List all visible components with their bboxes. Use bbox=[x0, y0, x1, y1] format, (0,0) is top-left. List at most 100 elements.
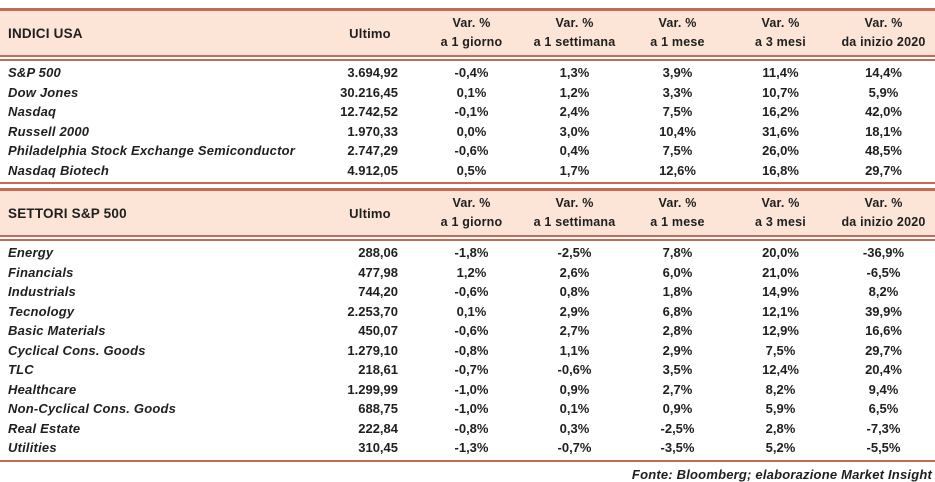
var-value: 20,0% bbox=[762, 245, 799, 260]
var-value: 0,3% bbox=[559, 420, 590, 436]
var-value: -5,5% bbox=[866, 440, 901, 455]
table-row: Dow Jones 30.216,45 0,1% 1,2% 3,3% 10,7% 5,9% bbox=[0, 83, 935, 103]
column-header-var-1-giorno: Var. % a 1 giorno bbox=[420, 14, 523, 53]
table-row: Nasdaq 12.742,52 -0,1% 2,4% 7,5% 16,2% 42,0% bbox=[0, 102, 935, 122]
ultimo-value: 1.299,99 bbox=[347, 381, 398, 397]
var-value: -0,8% bbox=[454, 342, 489, 358]
var-value: 2,7% bbox=[559, 323, 590, 338]
var-value: 8,2% bbox=[868, 284, 899, 299]
var-value: 0,8% bbox=[559, 284, 590, 299]
var-value: 7,5% bbox=[765, 342, 796, 358]
var-value: 26,0% bbox=[762, 143, 799, 158]
table-row: Healthcare 1.299,99 -1,0% 0,9% 2,7% 8,2% 9,4% bbox=[0, 380, 935, 400]
table-row: TLC 218,61 -0,7% -0,6% 3,5% 12,4% 20,4% bbox=[0, 360, 935, 380]
settori-sp500-header-row: SETTORI S&P 500 Ultimo Var. % a 1 giorno… bbox=[0, 188, 935, 237]
table-row: Energy 288,06 -1,8% -2,5% 7,8% 20,0% -36,9% bbox=[0, 243, 935, 263]
var-value: 16,2% bbox=[762, 104, 799, 119]
var-value: 0,1% bbox=[559, 401, 590, 416]
column-header-ultimo: Ultimo bbox=[349, 205, 391, 221]
column-header-ultimo: Ultimo bbox=[349, 25, 391, 41]
var-header-line1: Var. % bbox=[452, 195, 491, 210]
table-row: Basic Materials 450,07 -0,6% 2,7% 2,8% 12,9% 1… bbox=[0, 321, 935, 341]
column-header-var-3-mesi: Var. % a 3 mesi bbox=[729, 194, 832, 233]
column-header-var-1-mese: Var. % a 1 mese bbox=[626, 194, 729, 233]
var-value: 0,9% bbox=[559, 381, 590, 397]
row-label: S&P 500 bbox=[8, 65, 61, 80]
var-value: 3,9% bbox=[662, 65, 693, 80]
row-label: Tecnology bbox=[8, 303, 75, 319]
var-value: -1,0% bbox=[454, 401, 489, 416]
var-value: 1,2% bbox=[559, 84, 590, 100]
var-header-line1: Var. % bbox=[658, 195, 697, 210]
var-value: 16,8% bbox=[762, 162, 799, 178]
var-value: -0,7% bbox=[454, 362, 489, 377]
var-value: 14,9% bbox=[762, 284, 799, 299]
var-value: 12,4% bbox=[762, 362, 799, 377]
var-value: 3,0% bbox=[559, 123, 590, 139]
ultimo-value: 3.694,92 bbox=[347, 65, 398, 80]
column-header-var-3-mesi: Var. % a 3 mesi bbox=[729, 14, 832, 53]
var-value: 2,6% bbox=[559, 264, 590, 280]
row-label: Financials bbox=[8, 264, 74, 280]
var-value: 12,1% bbox=[762, 303, 799, 319]
var-value: 10,4% bbox=[659, 123, 696, 139]
table-row: S&P 500 3.694,92 -0,4% 1,3% 3,9% 11,4% 14,4% bbox=[0, 63, 935, 83]
var-header-line1: Var. % bbox=[864, 195, 903, 210]
var-value: 7,8% bbox=[662, 245, 693, 260]
column-header-var-inizio-2020: Var. % da inizio 2020 bbox=[832, 194, 935, 233]
var-value: 12,6% bbox=[659, 162, 696, 178]
ultimo-value: 1.279,10 bbox=[347, 342, 398, 358]
double-rule-separator bbox=[0, 237, 935, 241]
var-header-line1: Var. % bbox=[555, 15, 594, 30]
table-row: Utilities 310,45 -1,3% -0,7% -3,5% 5,2% -5,5% bbox=[0, 438, 935, 458]
var-value: 21,0% bbox=[762, 264, 799, 280]
var-value: -0,6% bbox=[557, 362, 592, 377]
row-label: Non-Cyclical Cons. Goods bbox=[8, 401, 177, 416]
var-header-line2: a 1 mese bbox=[650, 215, 705, 229]
row-label: Nasdaq Biotech bbox=[8, 162, 110, 178]
var-header-line1: Var. % bbox=[761, 15, 800, 30]
var-value: -1,0% bbox=[454, 381, 489, 397]
double-rule-separator bbox=[0, 57, 935, 61]
var-value: -1,3% bbox=[454, 440, 489, 455]
table-title: SETTORI S&P 500 bbox=[8, 205, 127, 221]
var-value: 3,3% bbox=[662, 84, 693, 100]
var-value: -0,4% bbox=[454, 65, 489, 80]
column-header-var-1-settimana: Var. % a 1 settimana bbox=[523, 14, 626, 53]
ultimo-value: 1.970,33 bbox=[347, 123, 398, 139]
column-header-var-1-settimana: Var. % a 1 settimana bbox=[523, 194, 626, 233]
table-row: Nasdaq Biotech 4.912,05 0,5% 1,7% 12,6% 16,8%… bbox=[0, 161, 935, 181]
var-header-line1: Var. % bbox=[864, 15, 903, 30]
var-value: 16,6% bbox=[865, 323, 902, 338]
column-header-var-1-mese: Var. % a 1 mese bbox=[626, 14, 729, 53]
var-value: 10,7% bbox=[762, 84, 799, 100]
table-row: Non-Cyclical Cons. Goods 688,75 -1,0% 0,1% 0… bbox=[0, 399, 935, 419]
var-header-line1: Var. % bbox=[555, 195, 594, 210]
var-value: 42,0% bbox=[865, 104, 902, 119]
var-value: 3,5% bbox=[662, 362, 693, 377]
var-header-line2: a 1 giorno bbox=[440, 35, 503, 49]
var-value: 29,7% bbox=[865, 342, 902, 358]
settori-sp500-section: SETTORI S&P 500 Ultimo Var. % a 1 giorno… bbox=[0, 188, 935, 462]
var-value: 1,2% bbox=[456, 264, 487, 280]
var-value: 6,5% bbox=[868, 401, 899, 416]
var-value: 0,4% bbox=[559, 143, 590, 158]
row-label: Cyclical Cons. Goods bbox=[8, 342, 146, 358]
var-value: 39,9% bbox=[865, 303, 902, 319]
var-header-line2: da inizio 2020 bbox=[841, 215, 926, 229]
var-value: -2,5% bbox=[660, 420, 695, 436]
var-value: 0,1% bbox=[456, 303, 487, 319]
var-value: 14,4% bbox=[865, 65, 902, 80]
var-value: 2,4% bbox=[559, 104, 590, 119]
table-row: Real Estate 222,84 -0,8% 0,3% -2,5% 2,8% -7,3% bbox=[0, 419, 935, 439]
ultimo-value: 218,61 bbox=[358, 362, 398, 377]
var-value: 1,8% bbox=[662, 284, 693, 299]
var-value: 1,7% bbox=[559, 162, 590, 178]
ultimo-value: 4.912,05 bbox=[347, 162, 398, 178]
ultimo-value: 450,07 bbox=[358, 323, 398, 338]
var-value: 9,4% bbox=[868, 381, 899, 397]
var-value: 2,8% bbox=[765, 420, 796, 436]
var-value: 6,8% bbox=[662, 303, 693, 319]
ultimo-value: 288,06 bbox=[358, 245, 398, 260]
column-header-var-1-giorno: Var. % a 1 giorno bbox=[420, 194, 523, 233]
